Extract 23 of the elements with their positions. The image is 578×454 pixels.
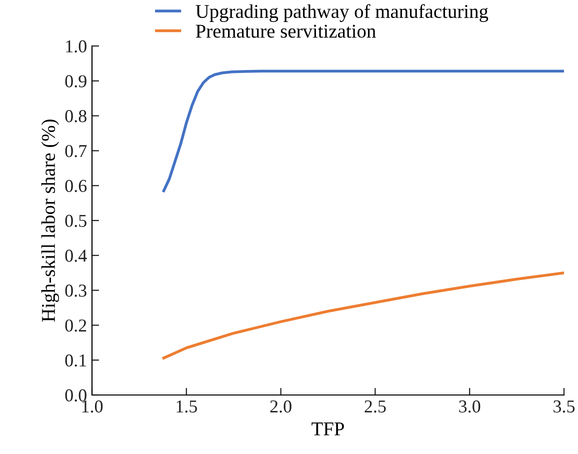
- x-tick-label: 2.5: [364, 400, 386, 413]
- y-axis-title: High-skill labor share (%): [41, 120, 60, 322]
- y-tick-label: 0.1: [65, 354, 86, 367]
- y-tick-label: 0.7: [65, 144, 87, 158]
- y-tick-label: 0.2: [65, 319, 86, 332]
- x-tick-label: 2.0: [270, 400, 292, 413]
- x-tick-label: 3.0: [459, 400, 480, 413]
- legend-label: Premature servitization: [196, 24, 376, 38]
- y-tick-label: 0.8: [65, 110, 86, 122]
- x-axis-title: TFP: [312, 422, 344, 436]
- y-tick-label: 1.0: [66, 40, 86, 53]
- y-tick-label: 0.5: [65, 214, 86, 228]
- x-tick-label: 1.0: [82, 400, 103, 413]
- y-tick-label: 0.4: [65, 250, 87, 262]
- y-tick-label: 0.9: [65, 75, 86, 88]
- y-tick-label: 0.6: [65, 180, 87, 192]
- y-tick-label: 0.0: [65, 389, 86, 402]
- legend-label: Upgrading pathway of manufacturing: [196, 4, 488, 22]
- y-tick-label: 0.3: [65, 284, 86, 297]
- x-tick-label: 1.5: [176, 400, 197, 413]
- x-tick-label: 3.5: [554, 400, 575, 413]
- line-series: [162, 271, 564, 360]
- line-series: [162, 70, 564, 192]
